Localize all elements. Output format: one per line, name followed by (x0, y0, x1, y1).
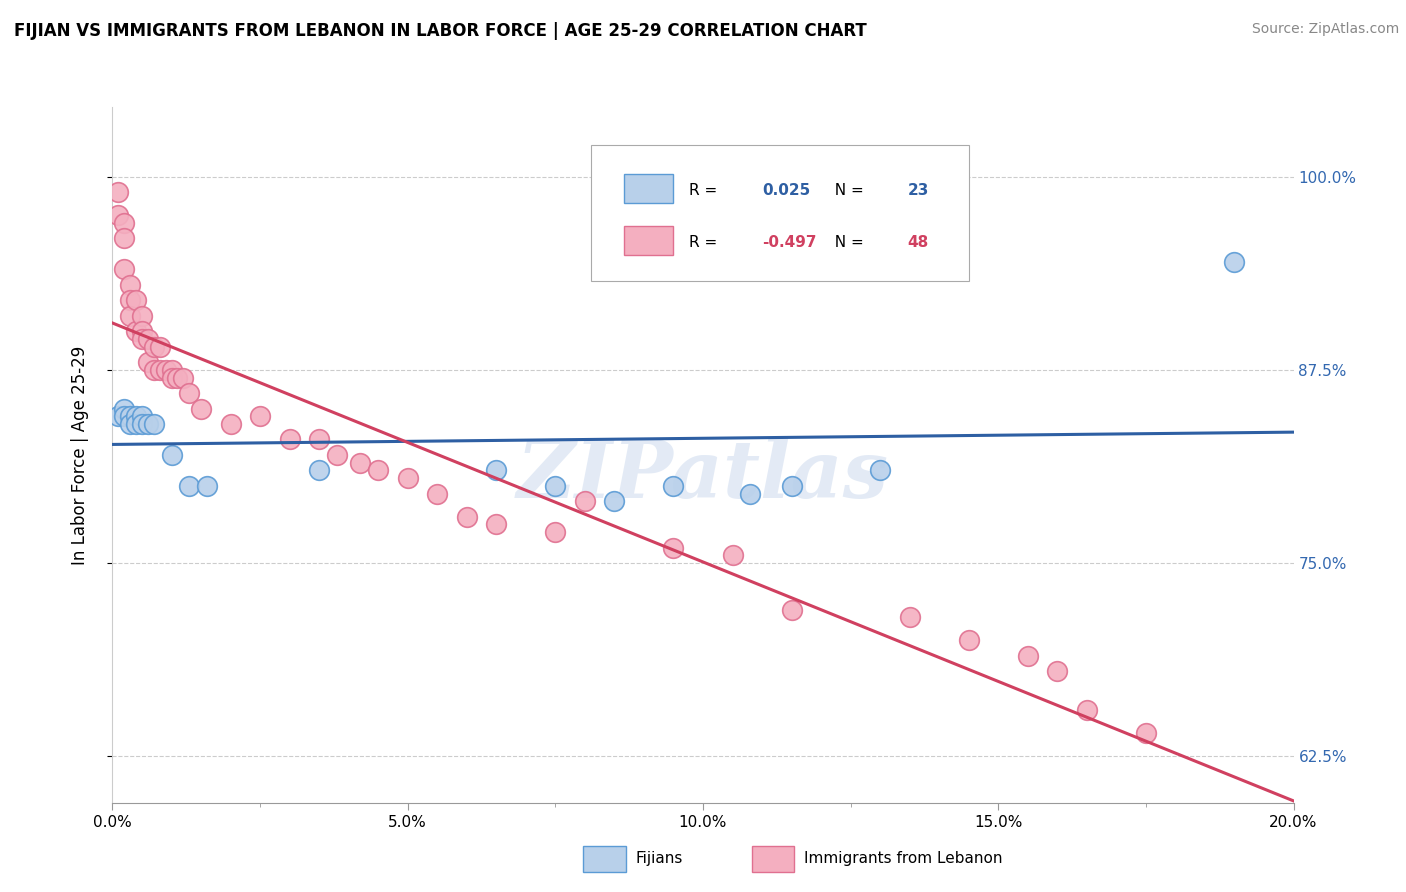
Point (149, 363, 172, 377)
Point (308, 463, 330, 477)
Text: 23: 23 (907, 183, 929, 198)
Point (142, 363, 165, 377)
Point (120, 293, 142, 308)
Point (107, 185, 129, 199)
Point (603, 494, 626, 508)
Point (107, 409, 129, 424)
Point (112, 401, 135, 416)
Point (308, 433, 330, 447)
Point (1046, 665, 1069, 679)
Text: 0.025: 0.025 (762, 183, 810, 198)
Point (107, 208, 129, 222)
Point (326, 448, 349, 462)
Point (142, 417, 165, 431)
Point (278, 433, 301, 447)
Point (544, 525, 567, 540)
Point (160, 363, 183, 377)
Text: N =: N = (825, 183, 869, 198)
Text: FIJIAN VS IMMIGRANTS FROM LEBANON IN LABOR FORCE | AGE 25-29 CORRELATION CHART: FIJIAN VS IMMIGRANTS FROM LEBANON IN LAB… (14, 22, 868, 40)
Point (125, 293, 148, 308)
Point (131, 409, 153, 424)
Text: R =: R = (689, 183, 721, 198)
Point (1017, 648, 1039, 663)
Point (120, 417, 142, 431)
Point (662, 479, 685, 493)
FancyBboxPatch shape (591, 145, 969, 281)
Point (396, 471, 419, 485)
Point (485, 517, 508, 532)
Point (574, 494, 596, 508)
Point (125, 417, 148, 431)
Point (131, 324, 153, 338)
Y-axis label: In Labor Force | Age 25-29: In Labor Force | Age 25-29 (70, 345, 89, 565)
Point (349, 456, 371, 470)
FancyBboxPatch shape (624, 226, 673, 255)
Point (160, 370, 183, 384)
Point (120, 309, 142, 323)
Point (179, 479, 201, 493)
Point (112, 231, 135, 245)
Point (112, 409, 135, 424)
Point (172, 370, 194, 384)
Point (131, 332, 153, 346)
Point (136, 355, 159, 369)
Point (869, 463, 891, 477)
Point (195, 479, 218, 493)
Text: ZIPatlas: ZIPatlas (517, 437, 889, 515)
Point (179, 386, 201, 401)
Point (485, 463, 508, 477)
Point (898, 610, 921, 624)
Point (142, 340, 165, 354)
Point (136, 417, 159, 431)
Text: 48: 48 (907, 235, 928, 251)
Text: Immigrants from Lebanon: Immigrants from Lebanon (804, 852, 1002, 866)
Point (740, 486, 762, 500)
Point (219, 417, 242, 431)
Point (131, 309, 153, 323)
Point (120, 409, 142, 424)
Point (131, 417, 153, 431)
Point (721, 549, 744, 563)
Point (957, 633, 980, 648)
Point (367, 463, 389, 477)
Point (125, 409, 148, 424)
Point (112, 262, 135, 277)
Point (166, 370, 188, 384)
Point (160, 448, 183, 462)
Point (780, 479, 803, 493)
Text: Source: ZipAtlas.com: Source: ZipAtlas.com (1251, 22, 1399, 37)
Point (1135, 726, 1157, 740)
Text: -0.497: -0.497 (762, 235, 817, 251)
Text: N =: N = (825, 235, 869, 251)
Point (426, 486, 449, 500)
Point (662, 541, 685, 555)
Point (1076, 703, 1098, 717)
Point (1223, 254, 1246, 268)
Point (120, 277, 142, 292)
Text: R =: R = (689, 235, 721, 251)
Point (136, 332, 159, 346)
Point (544, 479, 567, 493)
Point (780, 602, 803, 616)
Point (112, 216, 135, 230)
FancyBboxPatch shape (624, 174, 673, 203)
Point (155, 363, 177, 377)
Point (149, 340, 172, 354)
Point (249, 409, 271, 424)
Point (190, 401, 212, 416)
Point (456, 509, 478, 524)
Point (125, 324, 148, 338)
Text: Fijians: Fijians (636, 852, 683, 866)
